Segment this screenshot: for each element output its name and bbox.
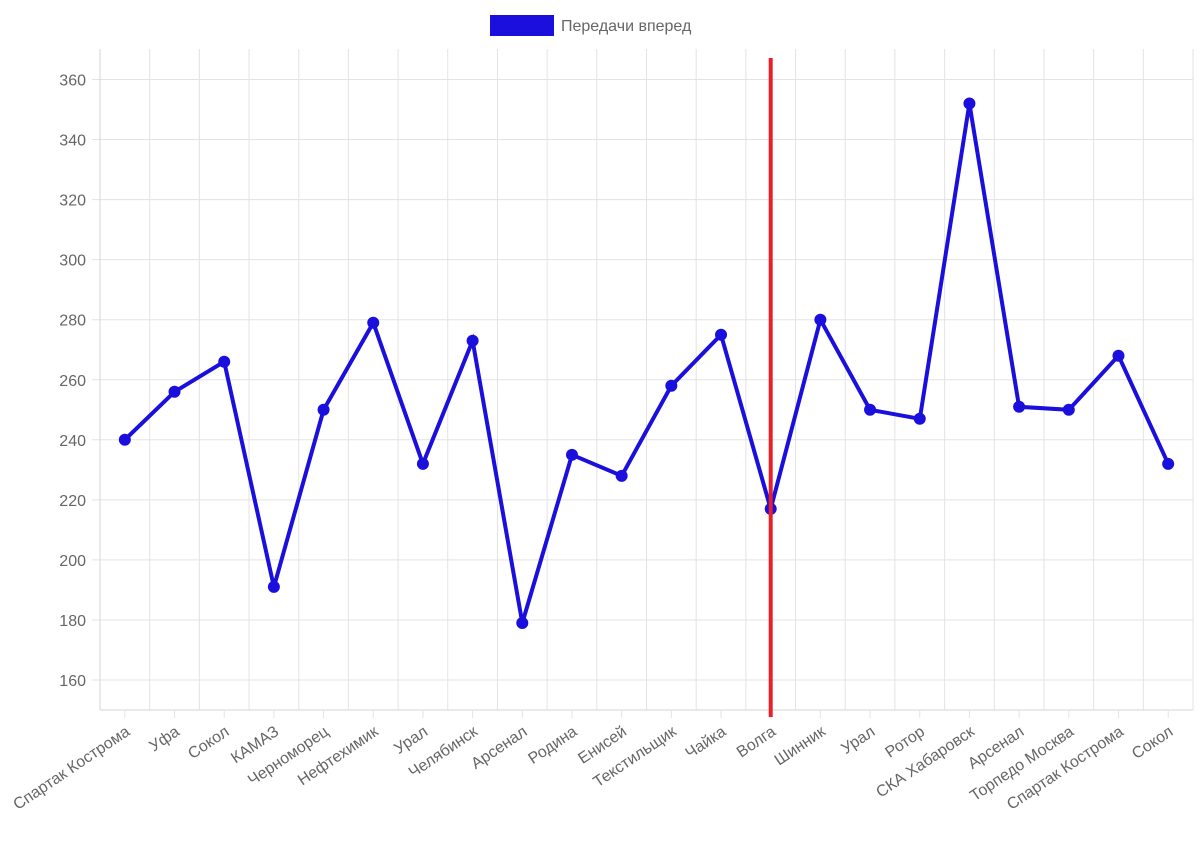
y-tick-label: 180	[59, 613, 86, 630]
x-tick-label: Уфа	[147, 723, 183, 755]
y-tick-label: 160	[59, 673, 86, 690]
legend-swatch	[490, 15, 554, 36]
x-tick-label: Шинник	[772, 723, 830, 770]
x-tick-label: Сокол	[1129, 723, 1176, 763]
x-tick-label: Текстильщик	[590, 723, 680, 791]
data-point[interactable]	[267, 580, 280, 593]
y-tick-label: 260	[59, 373, 86, 390]
y-grid	[92, 79, 1193, 681]
x-axis-ticks: Спартак Кострома Уфа СоколКАМАЗЧерноморецН…	[10, 710, 1176, 814]
y-tick-label: 320	[59, 193, 86, 210]
data-point[interactable]	[814, 313, 827, 326]
data-point[interactable]	[1013, 400, 1026, 413]
x-tick-label: Сокол	[185, 723, 232, 763]
legend-label: Передачи вперед	[561, 18, 692, 35]
data-point[interactable]	[715, 328, 728, 341]
y-tick-label: 360	[59, 73, 86, 90]
data-point[interactable]	[218, 355, 231, 368]
data-point[interactable]	[665, 379, 678, 392]
data-point[interactable]	[565, 448, 578, 461]
data-point[interactable]	[118, 433, 131, 446]
data-point[interactable]	[864, 403, 877, 416]
x-grid	[99, 49, 1194, 711]
x-tick-label: Родина	[525, 723, 580, 768]
data-point[interactable]	[466, 334, 479, 347]
y-tick-label: 220	[59, 493, 86, 510]
data-point[interactable]	[963, 97, 976, 110]
data-point[interactable]	[416, 457, 429, 470]
y-tick-label: 280	[59, 313, 86, 330]
x-tick-label: Урал	[838, 723, 878, 758]
y-axis-ticks: 160 180 200 220 240 260 280 300 320 340 360	[59, 73, 86, 691]
data-point[interactable]	[516, 616, 529, 629]
x-tick-label: Спартак Кострома	[10, 723, 133, 813]
data-point[interactable]	[1062, 403, 1075, 416]
data-point[interactable]	[367, 316, 380, 329]
data-point[interactable]	[168, 385, 181, 398]
x-tick-label: Чайка	[683, 723, 730, 762]
y-tick-label: 340	[59, 133, 86, 150]
series-layer	[118, 97, 1175, 629]
data-point[interactable]	[1112, 349, 1125, 362]
data-point[interactable]	[1162, 457, 1175, 470]
x-tick-label: Урал	[391, 723, 431, 758]
y-tick-label: 300	[59, 253, 86, 270]
x-tick-label: Арсенал	[468, 723, 530, 773]
data-point[interactable]	[317, 403, 330, 416]
legend[interactable]: Передачи вперед	[490, 15, 692, 36]
data-point[interactable]	[615, 469, 628, 482]
y-tick-label: 200	[59, 553, 86, 570]
y-tick-label: 240	[59, 433, 86, 450]
data-point[interactable]	[913, 412, 926, 425]
series-line	[123, 103, 1171, 624]
